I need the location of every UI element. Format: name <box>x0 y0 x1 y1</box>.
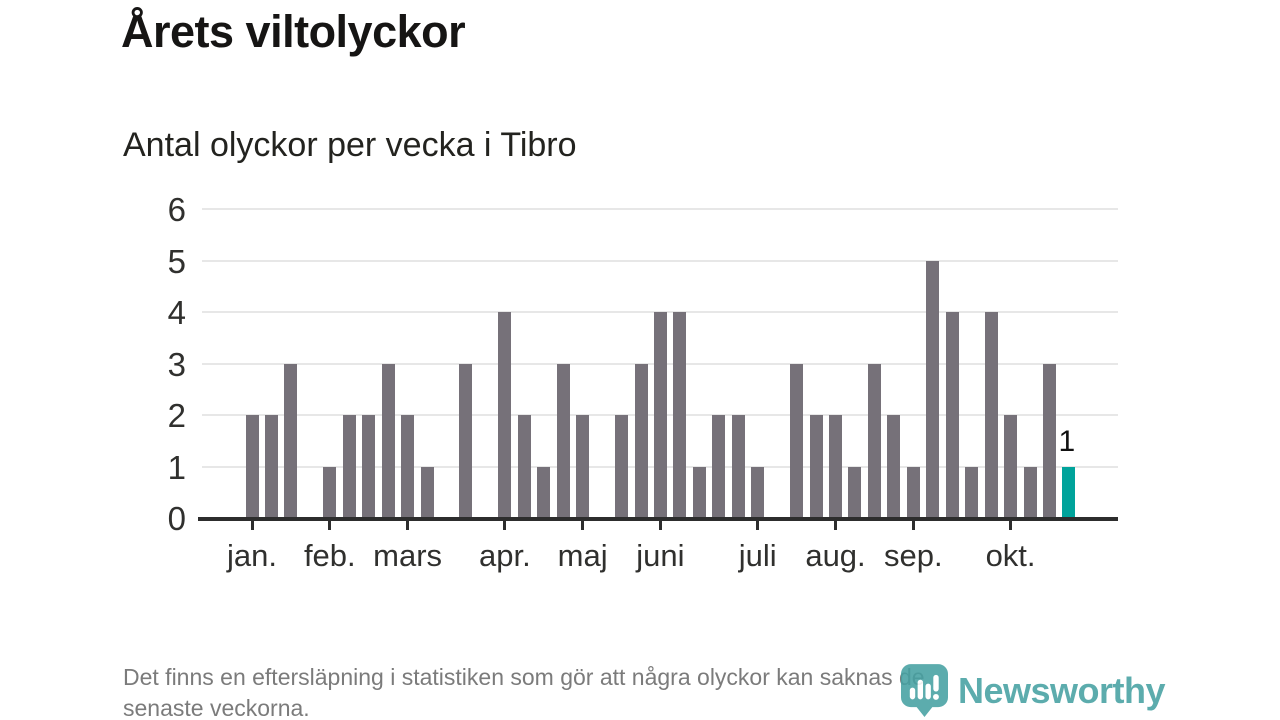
x-axis-tick <box>911 521 915 530</box>
x-axis-tick <box>503 521 507 530</box>
bar <box>459 363 473 518</box>
bar <box>362 415 376 518</box>
bar <box>731 415 745 518</box>
bar <box>945 312 959 518</box>
chart-subtitle: Antal olyckor per vecka i Tibro <box>123 126 577 164</box>
x-axis-month-label: juni <box>636 538 685 573</box>
chart-footnote: Det finns en eftersläpning i statistiken… <box>123 662 925 720</box>
bar <box>751 466 765 518</box>
highlight-value-label: 1 <box>1058 424 1076 458</box>
x-axis-month-label: aug. <box>805 538 866 573</box>
x-axis-tick <box>250 521 254 530</box>
x-axis-tick <box>1009 521 1013 530</box>
bar <box>984 312 998 518</box>
bar <box>381 363 395 518</box>
bar <box>342 415 356 518</box>
x-axis-month-label: apr. <box>478 538 531 573</box>
bar <box>245 415 259 518</box>
bar <box>537 466 551 518</box>
bar <box>673 312 687 518</box>
gridline <box>202 259 1118 262</box>
x-axis-tick <box>756 521 760 530</box>
x-axis-month-label: okt. <box>985 538 1036 573</box>
newsworthy-logo: Newsworthy <box>901 664 1166 720</box>
y-axis-tick-label: 5 <box>167 242 186 280</box>
bar <box>323 466 337 518</box>
y-axis-tick-label: 6 <box>167 191 186 228</box>
bar <box>284 363 298 518</box>
bar <box>517 415 531 518</box>
footnote-line: Det finns en eftersläpning i statistiken… <box>123 664 925 690</box>
bar <box>634 363 648 518</box>
bar-highlighted <box>1062 466 1076 518</box>
x-axis-month-label: feb. <box>303 538 356 573</box>
bar <box>887 415 901 518</box>
bar <box>1004 415 1018 518</box>
bar <box>1023 466 1037 518</box>
x-axis-tick <box>328 521 332 530</box>
x-axis-tick <box>581 521 585 530</box>
y-axis-tick-label: 1 <box>167 448 186 486</box>
x-axis-tick <box>406 521 410 530</box>
bar <box>926 260 940 518</box>
bar <box>576 415 590 518</box>
bar <box>906 466 920 518</box>
page-title: Årets viltolyckor <box>121 6 466 57</box>
newsworthy-pin-barchart-icon <box>901 664 948 720</box>
x-axis-tick <box>834 521 837 530</box>
bar <box>420 466 434 518</box>
newsworthy-logo-text: Newsworthy <box>958 670 1166 711</box>
y-axis-tick-label: 4 <box>167 294 186 331</box>
x-axis-month-label: sep. <box>883 538 943 573</box>
y-axis-tick-label: 2 <box>167 397 186 434</box>
bar <box>401 415 415 518</box>
x-axis-month-label: mars <box>373 538 443 573</box>
bar <box>829 415 842 518</box>
bar <box>809 415 823 518</box>
bar <box>692 466 706 518</box>
bar <box>848 466 862 518</box>
bar <box>790 363 804 518</box>
bar <box>264 415 278 518</box>
bar <box>615 415 629 518</box>
x-axis-line <box>198 517 1118 521</box>
gridline <box>202 208 1118 210</box>
bar <box>498 312 512 518</box>
bar <box>556 363 570 518</box>
x-axis-tick <box>658 521 662 530</box>
footnote-line: senaste veckorna. <box>123 695 310 720</box>
bar <box>712 415 726 518</box>
y-axis-tick-label: 3 <box>167 345 186 383</box>
bar <box>1042 363 1056 518</box>
bar <box>965 466 979 518</box>
x-axis-month-label: maj <box>557 538 608 573</box>
x-axis-month-label: juli <box>738 538 777 573</box>
bar <box>867 363 881 518</box>
x-axis-month-label: jan. <box>227 538 277 573</box>
bar <box>653 312 667 518</box>
y-axis-tick-label: 0 <box>167 500 186 537</box>
